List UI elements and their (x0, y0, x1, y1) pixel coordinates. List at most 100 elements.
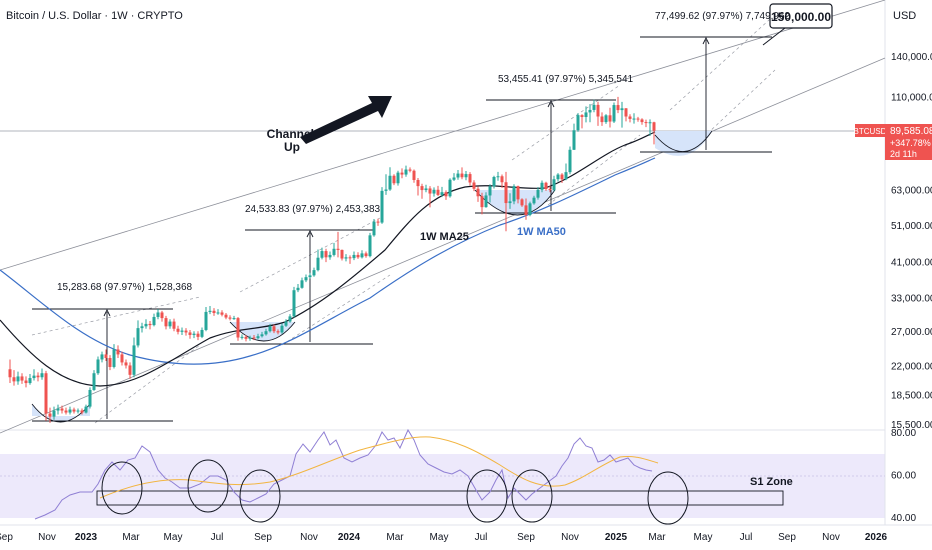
price-axis: 140,000.00110,000.0083,000.0063,000.0051… (891, 52, 932, 431)
candle-body (124, 362, 128, 366)
candle-body (144, 323, 148, 327)
candle-body (480, 196, 484, 208)
candle-body (204, 311, 208, 330)
candle-body (96, 359, 100, 374)
candle-body (356, 254, 360, 258)
candle-body (420, 186, 424, 191)
candle-body (444, 192, 448, 197)
candle-body (632, 118, 636, 120)
trend-arrow-icon (300, 96, 392, 144)
badge-countdown: 2d 11h (890, 149, 917, 159)
candle-body (152, 316, 156, 326)
candle-body (380, 190, 384, 223)
candle-body (376, 221, 380, 223)
s1-zone-box (96, 490, 784, 506)
candle-body (12, 377, 16, 382)
candle-body (160, 312, 164, 319)
candle-body (256, 336, 260, 339)
candle-body (568, 149, 572, 173)
candle-body (280, 325, 284, 333)
candle-body (220, 312, 224, 315)
candle-body (228, 317, 232, 319)
candle-body (44, 373, 48, 414)
candle-body (332, 248, 336, 255)
rsi-ma-line (99, 436, 659, 499)
candle-body (188, 332, 192, 335)
candle-body (616, 105, 620, 111)
ma50-label: 1W MA50 (517, 226, 566, 238)
candle-body (400, 172, 404, 175)
time-tick-label: Nov (38, 532, 56, 543)
rsi-axis: 80.00 60.00 40.00 (891, 428, 916, 524)
candle-body (460, 173, 464, 178)
price-tick-label: 51,000.00 (891, 221, 932, 232)
price-tick-label: 33,000.00 (891, 294, 932, 305)
candle-body (300, 280, 304, 288)
candle-body (556, 174, 560, 180)
candle-body (48, 413, 52, 417)
price-tick-label: 15,500.00 (891, 420, 932, 431)
badge-change: +347.78% (890, 138, 931, 148)
candle-body (304, 277, 308, 281)
candle-body (488, 186, 492, 196)
candle-body (464, 174, 468, 178)
candle-body (648, 122, 652, 124)
candle-body (652, 122, 656, 131)
candle-body (80, 410, 84, 413)
candle-body (52, 410, 56, 417)
time-tick-label: Sep (517, 532, 535, 543)
candle-body (516, 186, 520, 200)
candle-body (580, 115, 584, 118)
candle-body (168, 321, 172, 327)
candle-body (84, 406, 88, 413)
candle-body (548, 188, 552, 191)
candle-body (284, 321, 288, 326)
candle-body (372, 221, 376, 236)
badge-ticker: BTCUSD (854, 127, 887, 136)
candle-body (192, 333, 196, 335)
rsi-circles (101, 459, 689, 525)
candle-body (312, 270, 316, 276)
candle-body (180, 330, 184, 332)
currency-label[interactable]: USD (893, 10, 917, 22)
candle-body (184, 330, 188, 333)
candle-body (368, 235, 372, 257)
candle-body (92, 373, 96, 390)
price-tick-label: 63,000.00 (891, 186, 932, 197)
candle-body (40, 373, 44, 378)
candle-body (404, 169, 408, 175)
candle-body (64, 410, 68, 413)
candle-body (268, 326, 272, 332)
time-tick-label: Nov (300, 532, 318, 543)
candle-body (56, 408, 60, 411)
candle-body (328, 254, 332, 258)
candle-body (396, 172, 400, 184)
candle-body (452, 177, 456, 180)
time-tick-label: 2025 (605, 532, 628, 543)
candle-body (308, 275, 312, 278)
candle-body (120, 354, 124, 363)
candle-body (244, 336, 248, 339)
time-tick-label: Sep (254, 532, 272, 543)
candle-body (544, 182, 548, 189)
time-tick-label: Mar (386, 532, 404, 543)
candle-body (612, 105, 616, 122)
candle-body (600, 116, 604, 123)
price-badge: BTCUSD 89,585.08 +347.78% 2d 11h (854, 124, 932, 160)
candle-body (572, 130, 576, 150)
candle-body (408, 169, 412, 171)
price-tick-label: 22,000.00 (891, 361, 932, 372)
candle-body (440, 192, 444, 195)
candle-body (592, 104, 596, 110)
candle-body (484, 195, 488, 208)
candle-body (552, 179, 556, 191)
candle-body (524, 205, 528, 215)
candle-body (252, 337, 256, 339)
candle-body (336, 248, 340, 250)
candle-body (364, 253, 368, 257)
candle-body (620, 108, 624, 111)
candle-body (628, 116, 632, 119)
candle-body (276, 331, 280, 333)
rsi-band (0, 454, 885, 518)
